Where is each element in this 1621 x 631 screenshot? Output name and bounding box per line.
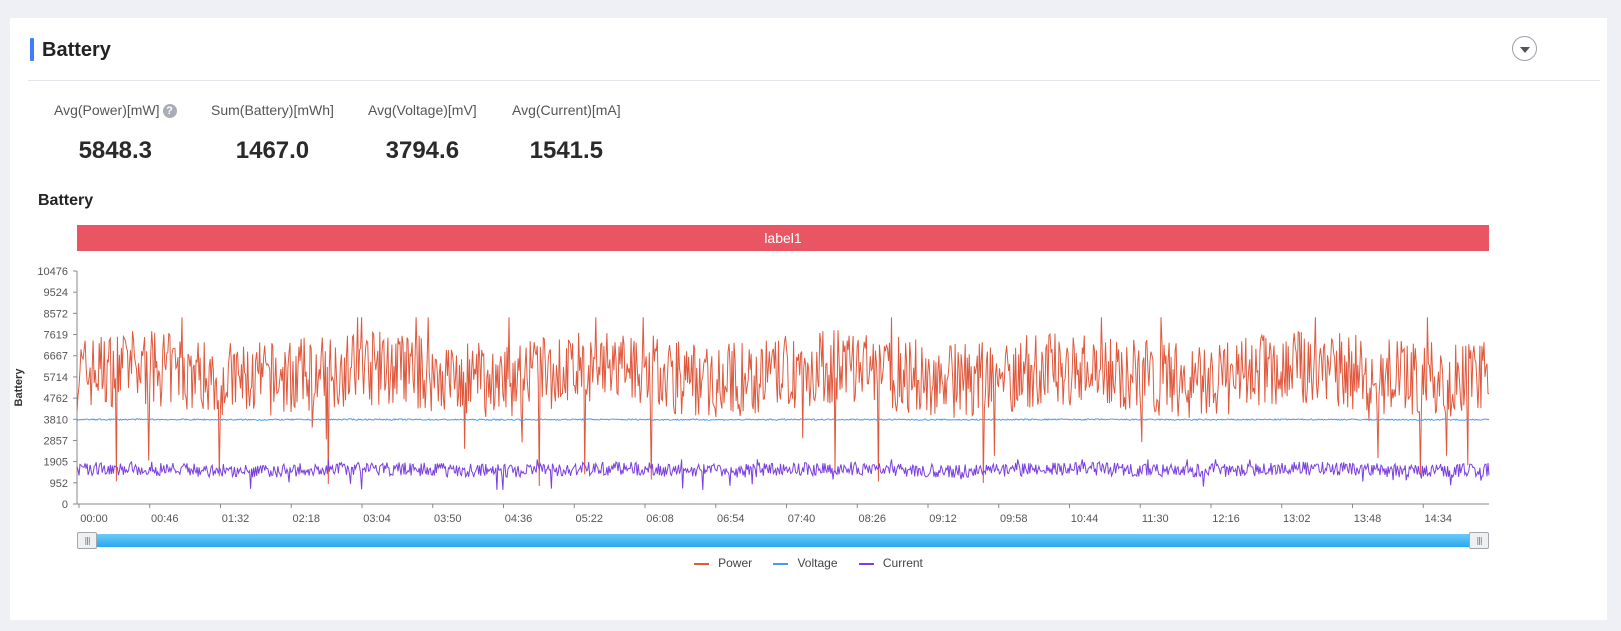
panel-title: Battery [42, 39, 111, 61]
x-tick-label: 07:40 [788, 513, 816, 525]
y-tick-label: 4762 [44, 393, 68, 405]
chart-title: Battery [38, 192, 94, 209]
y-tick-label: 0 [62, 499, 68, 511]
metric-label: Avg(Current)[mA] [512, 102, 621, 118]
y-tick-label: 3810 [44, 414, 68, 426]
x-tick-label: 09:12 [929, 513, 957, 525]
x-tick-label: 11:30 [1142, 513, 1169, 525]
y-tick-label: 9524 [44, 287, 68, 299]
legend-item-voltage[interactable]: Voltage [773, 556, 838, 570]
legend-item-power[interactable]: Power [694, 556, 752, 570]
title-accent-bar [30, 38, 34, 61]
question-circle-icon[interactable]: ? [162, 104, 177, 118]
x-tick-label: 10:44 [1071, 513, 1099, 525]
y-axis-title: Battery [13, 368, 25, 407]
x-tick-label: 02:18 [292, 513, 320, 525]
metric-value: 3794.6 [385, 137, 460, 164]
metric-avg-voltage: Avg(Voltage)[mV] 3794.6 [368, 100, 477, 165]
collapse-button[interactable] [1512, 36, 1537, 61]
metric-label: Avg(Power)[mW] [54, 102, 160, 118]
battery-panel: Battery Avg(Power)[mW]? 5848.3 Sum(Batte… [10, 18, 1607, 620]
metric-avg-power: Avg(Power)[mW]? 5848.3 [54, 100, 177, 165]
y-tick-label: 8572 [44, 308, 68, 320]
y-tick-label: 6667 [44, 351, 68, 363]
zoom-slider-track[interactable] [77, 534, 1489, 547]
x-tick-label: 14:34 [1424, 513, 1452, 525]
legend-item-current[interactable]: Current [858, 556, 923, 570]
metric-label: Sum(Battery)[mWh] [211, 102, 334, 118]
x-tick-label: 01:32 [222, 513, 250, 525]
x-tick-label: 09:58 [1000, 513, 1028, 525]
y-tick-label: 10476 [37, 266, 68, 278]
x-tick-label: 13:48 [1354, 513, 1382, 525]
y-tick-label: 1905 [44, 457, 68, 469]
zoom-handle-end[interactable]: ||| [1469, 532, 1489, 549]
x-tick-label: 05:22 [575, 513, 603, 525]
legend-label: Current [882, 556, 923, 570]
metric-sum-battery: Sum(Battery)[mWh] 1467.0 [211, 100, 334, 165]
x-tick-label: 06:54 [717, 513, 745, 525]
y-tick-label: 952 [50, 478, 68, 490]
y-tick-label: 7619 [44, 330, 68, 342]
legend-label: Power [718, 556, 753, 570]
x-tick-label: 12:16 [1212, 513, 1240, 525]
metric-label: Avg(Voltage)[mV] [368, 102, 477, 118]
zoom-handle-start[interactable]: ||| [77, 532, 97, 549]
panel-header: Battery [10, 18, 1607, 81]
series-line-current [76, 459, 1490, 490]
metric-value: 1541.5 [529, 137, 604, 164]
chevron-down-icon [1519, 46, 1530, 53]
x-tick-label: 00:00 [80, 513, 108, 525]
zoom-slider[interactable]: ||| ||| [77, 532, 1489, 549]
y-tick-label: 2857 [44, 435, 68, 447]
series-line-voltage [76, 418, 1490, 422]
legend-swatch [858, 562, 874, 565]
label-band[interactable]: label1 [77, 225, 1489, 251]
legend-swatch [694, 562, 710, 565]
legend-swatch [773, 562, 789, 565]
x-tick-label: 03:50 [434, 513, 462, 525]
x-tick-label: 00:46 [151, 513, 179, 525]
x-tick-label: 04:36 [505, 513, 533, 525]
x-tick-label: 03:04 [363, 513, 391, 525]
series-line-power [76, 317, 1489, 487]
x-tick-label: 08:26 [858, 513, 886, 525]
legend-label: Voltage [797, 556, 838, 570]
chart-legend: Power Voltage Current [10, 556, 1607, 570]
battery-line-chart: 0 952 1905 2857 3810 4762 5714 6667 7619 8572 9524… [13, 266, 1490, 525]
y-tick-label: 5714 [44, 372, 68, 384]
metric-value: 1467.0 [235, 137, 310, 164]
x-tick-label: 13:02 [1283, 513, 1311, 525]
x-tick-label: 06:08 [646, 513, 674, 525]
header-divider [28, 80, 1600, 81]
metric-avg-current: Avg(Current)[mA] 1541.5 [512, 100, 621, 165]
metric-value: 5848.3 [78, 137, 152, 164]
